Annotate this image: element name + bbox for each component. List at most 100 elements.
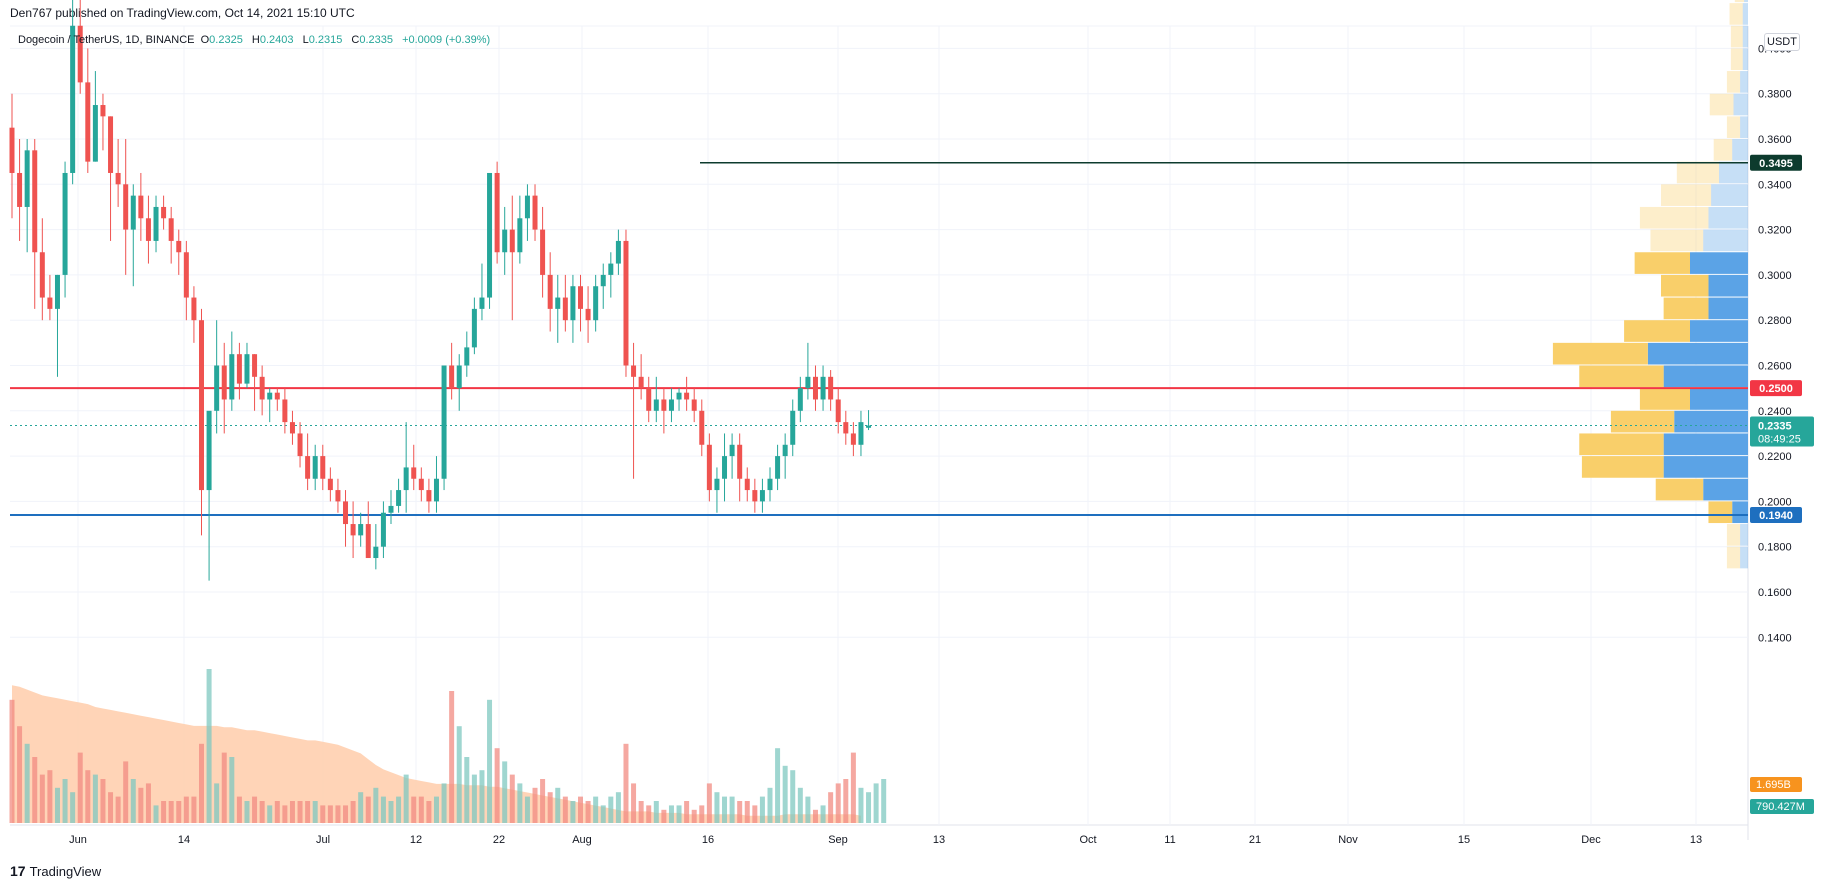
candle-body xyxy=(9,127,15,173)
tradingview-logo-icon: 17 xyxy=(10,863,26,879)
volume-bar xyxy=(524,796,530,823)
candle-body xyxy=(92,105,98,162)
price-tick-label: 0.3800 xyxy=(1758,89,1792,101)
volume-bar xyxy=(722,796,728,823)
candle-body xyxy=(585,308,591,321)
candle-body xyxy=(471,308,477,348)
candle-body xyxy=(388,505,394,513)
candle-body xyxy=(85,82,91,162)
profile-down-bar xyxy=(1726,71,1741,93)
volume-bar xyxy=(70,792,76,823)
time-tick-label: Sep xyxy=(828,834,848,846)
symbol-name[interactable]: Dogecoin / TetherUS, 1D, BINANCE xyxy=(18,34,195,46)
low-value: 0.2315 xyxy=(308,34,343,46)
candle-body xyxy=(638,376,644,389)
volume-bar xyxy=(365,796,371,823)
price-tick-label: 0.3600 xyxy=(1758,134,1792,146)
price-tick-label: 0.3400 xyxy=(1758,179,1792,191)
candle-body xyxy=(244,354,250,384)
volume-bar xyxy=(418,796,424,823)
time-tick-label: 11 xyxy=(1164,834,1175,846)
profile-down-bar xyxy=(1676,161,1719,184)
close-value: 0.2335 xyxy=(359,34,394,46)
close-label: C xyxy=(351,34,360,46)
volume-bar xyxy=(289,801,295,823)
time-tick-label: 22 xyxy=(493,834,505,846)
volume-bar xyxy=(737,801,743,823)
profile-down-bar xyxy=(1579,365,1664,388)
volume-bar xyxy=(24,743,30,823)
price-tick-label: 0.2400 xyxy=(1758,406,1792,418)
candle-body xyxy=(600,274,606,287)
profile-down-bar xyxy=(1729,3,1743,25)
profile-down-bar xyxy=(1624,320,1690,342)
volume-bar xyxy=(464,757,470,823)
candle-body xyxy=(282,399,288,423)
profile-down-bar xyxy=(1713,139,1733,161)
candle-body xyxy=(714,478,720,491)
volume-bar xyxy=(130,779,136,823)
candle-body xyxy=(532,195,538,230)
volume-bar xyxy=(297,801,303,823)
candle-body xyxy=(236,354,242,384)
profile-up-bar xyxy=(1703,229,1748,252)
currency-badge[interactable]: USDT xyxy=(1764,33,1800,51)
volume-bar xyxy=(585,801,591,823)
candle-body xyxy=(130,195,136,230)
volume-bar xyxy=(403,774,409,823)
candle-body xyxy=(17,172,23,207)
candle-body xyxy=(593,286,599,321)
volume-bar xyxy=(85,770,91,823)
time-tick-label: 12 xyxy=(410,834,422,846)
profile-down-bar xyxy=(1655,478,1704,501)
volume-bar xyxy=(312,801,318,823)
volume-bar xyxy=(183,796,189,823)
volume-bar xyxy=(653,801,659,823)
price-tick-label: 0.1400 xyxy=(1758,632,1792,644)
volume-bar xyxy=(92,774,98,823)
volume-bar xyxy=(426,801,432,823)
profile-up-bar xyxy=(1663,456,1748,478)
profile-down-bar xyxy=(1726,116,1741,138)
volume-bar xyxy=(380,796,386,823)
high-label: H xyxy=(251,34,260,46)
candle-body xyxy=(297,433,303,457)
volume-bar xyxy=(509,774,515,823)
candle-body xyxy=(153,206,159,241)
volume-profile xyxy=(1552,0,1748,569)
volume-bar xyxy=(100,779,106,823)
volume-bar xyxy=(350,801,356,823)
candle-body xyxy=(812,376,818,400)
volume-bar xyxy=(39,774,45,823)
volume-bar xyxy=(638,801,644,823)
volume-bar xyxy=(77,752,83,823)
price-chart[interactable]: 0.1400 0.1600 0.1800 0.2000 0.2200 0.2400 0.26… xyxy=(0,0,1831,855)
profile-down-bar xyxy=(1730,48,1743,71)
candle-body xyxy=(744,478,750,491)
volume-bar xyxy=(646,805,652,823)
candle-body xyxy=(47,297,53,309)
volume-bar xyxy=(744,801,750,823)
open-label: O xyxy=(200,34,210,46)
price-tick-label: 0.2000 xyxy=(1758,496,1792,508)
tradingview-logo[interactable]: 17 TradingView xyxy=(10,863,101,879)
volume-bar xyxy=(138,787,144,823)
candle-body xyxy=(206,410,212,491)
candle-body xyxy=(775,456,781,479)
price-tick-label: 0.2600 xyxy=(1758,361,1792,373)
volume-bar xyxy=(343,805,349,823)
profile-up-bar xyxy=(1740,116,1748,138)
candle-body xyxy=(115,172,121,185)
volume-bar xyxy=(691,809,697,823)
candle-body xyxy=(631,365,637,377)
volume-bar xyxy=(759,796,765,823)
badge-last-bg xyxy=(1750,416,1814,447)
price-tick-label: 0.2200 xyxy=(1758,451,1792,463)
candle-body xyxy=(676,392,682,400)
volume-bar xyxy=(608,796,614,823)
candle-body xyxy=(161,206,167,219)
candle-body xyxy=(312,456,318,479)
candle-body xyxy=(464,347,470,366)
candle-body xyxy=(661,399,667,411)
time-tick-label: Jun xyxy=(69,834,87,846)
